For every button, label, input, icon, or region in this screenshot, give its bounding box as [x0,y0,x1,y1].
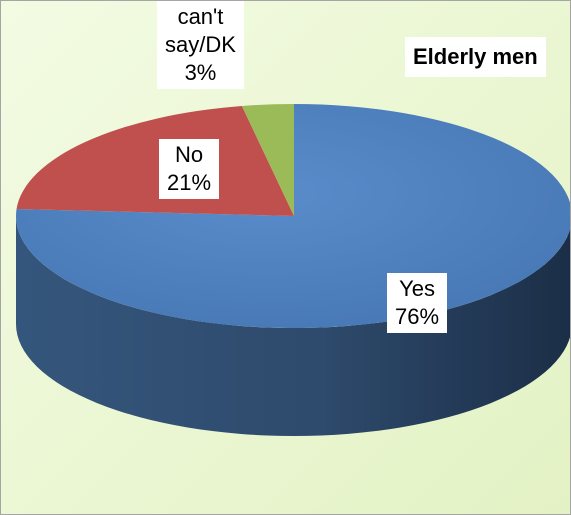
pie-slice-can-t-say-dk [241,104,294,216]
pie-slice-yes [16,104,570,328]
data-label-no-value: 21% [167,170,212,195]
data-label-yes-category: Yes [399,276,435,301]
pie-side-yes [16,216,570,436]
data-label-dk-category-2: say/DK [165,32,236,57]
chart-title: Elderly men [405,37,546,77]
data-label-no-category: No [174,142,204,167]
pie-slice-no [16,105,294,216]
data-label-no: No 21% [159,139,220,199]
data-label-dk: can't say/DK 3% [157,1,244,89]
data-label-yes-value: 76% [395,304,440,329]
data-label-dk-value: 3% [184,60,217,85]
data-label-yes: Yes 76% [387,273,448,333]
data-label-dk-category-1: can't [177,4,224,29]
